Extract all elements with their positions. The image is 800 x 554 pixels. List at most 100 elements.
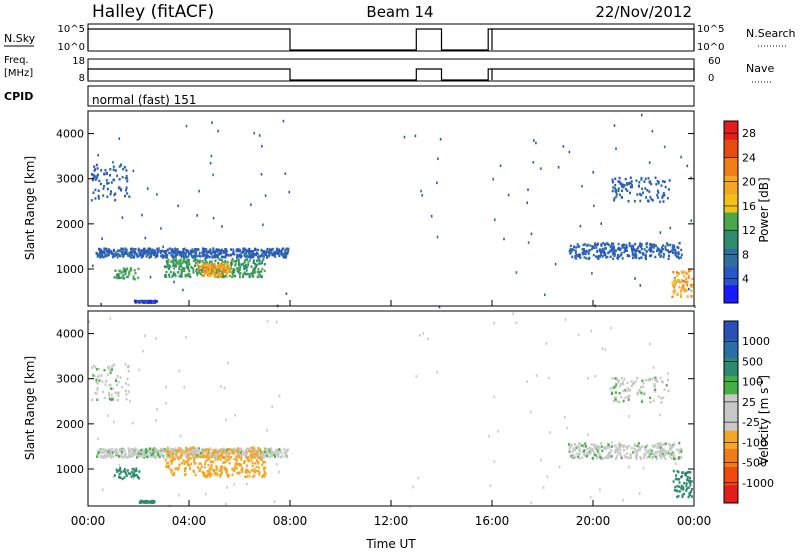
echo-cell <box>128 195 131 198</box>
echo-cell <box>177 271 180 274</box>
echo-cell <box>670 453 673 456</box>
echo-cell <box>681 285 684 289</box>
echo-cell <box>623 250 626 254</box>
echo-cell <box>618 392 621 395</box>
echo-cell <box>633 443 636 446</box>
echo-cell <box>140 300 143 304</box>
echo-cell <box>167 258 170 262</box>
echo-cell <box>256 255 259 259</box>
echo-cell <box>212 216 215 220</box>
echo-cell <box>190 452 193 456</box>
echo-cell <box>636 392 639 396</box>
echo-cell <box>649 250 652 253</box>
echo-cell <box>686 280 689 284</box>
echo-cell <box>247 250 250 254</box>
echo-cell <box>183 386 185 389</box>
echo-cell <box>657 196 660 199</box>
echo-cell <box>669 226 672 230</box>
echo-cell <box>261 463 264 467</box>
echo-cell <box>680 253 683 257</box>
echo-cell <box>173 473 176 477</box>
echo-cell <box>626 389 629 393</box>
echo-cell <box>639 243 642 247</box>
echo-cell <box>570 250 573 253</box>
echo-cell <box>634 252 637 255</box>
echo-cell <box>198 189 200 193</box>
echo-cell <box>171 449 174 453</box>
echo-cell <box>256 451 259 455</box>
echo-cell <box>592 171 594 174</box>
echo-cell <box>590 247 593 251</box>
echo-cell <box>182 249 185 253</box>
echo-cell <box>261 458 263 461</box>
echo-cell <box>567 443 570 446</box>
echo-cell <box>165 385 167 389</box>
echo-cell <box>145 255 148 258</box>
echo-cell <box>234 467 237 471</box>
echo-cell <box>122 449 125 452</box>
echo-cell <box>574 448 577 452</box>
echo-cell <box>571 456 574 460</box>
echo-cell <box>276 249 279 253</box>
echo-cell <box>669 455 672 458</box>
echo-cell <box>242 262 244 266</box>
echo-cell <box>194 251 197 254</box>
echo-cell <box>679 290 682 293</box>
echo-cell <box>575 452 578 456</box>
echo-cell <box>571 453 574 456</box>
echo-cell <box>134 247 137 251</box>
echo-cell <box>271 247 274 251</box>
echo-cell <box>266 454 269 458</box>
echo-cell <box>546 475 549 479</box>
echo-cell <box>166 248 169 251</box>
echo-cell <box>172 261 175 264</box>
echo-cell <box>253 248 256 251</box>
echo-cell <box>659 450 662 453</box>
echo-cell <box>123 468 126 471</box>
echo-cell <box>245 451 248 454</box>
echo-cell <box>195 255 198 258</box>
echo-cell <box>678 456 680 459</box>
echo-cell <box>664 247 667 250</box>
echo-cell <box>252 251 255 254</box>
echo-cell <box>204 257 207 261</box>
echo-cell <box>236 256 238 259</box>
freq-label-line2: [MHz] <box>4 68 33 79</box>
echo-cell <box>172 273 175 277</box>
echo-cell <box>226 450 228 454</box>
echo-cell <box>283 450 286 454</box>
echo-cell <box>224 455 227 458</box>
echo-cell <box>118 448 121 451</box>
echo-cell <box>194 253 197 257</box>
echo-cell <box>230 253 233 257</box>
echo-cell <box>683 481 686 485</box>
echo-cell <box>265 252 267 256</box>
echo-cell <box>624 456 627 459</box>
echo-cell <box>615 391 617 394</box>
echo-cell <box>662 455 665 459</box>
echo-cell <box>172 264 175 267</box>
echo-cell <box>180 452 183 455</box>
echo-cell <box>649 243 652 247</box>
echo-cell <box>226 459 229 462</box>
echo-cell <box>660 456 662 460</box>
echo-cell <box>691 285 694 288</box>
echo-cell <box>173 471 176 475</box>
echo-cell <box>621 189 624 192</box>
echo-cell <box>620 253 623 256</box>
echo-cell <box>219 252 222 255</box>
echo-cell <box>240 458 243 461</box>
echo-cell <box>212 270 215 273</box>
echo-cell <box>689 484 692 487</box>
echo-cell <box>149 255 152 258</box>
echo-cell <box>141 254 144 258</box>
echo-cell <box>274 255 277 258</box>
echo-cell <box>662 443 665 446</box>
echo-cell <box>596 456 598 459</box>
echo-cell <box>185 455 188 458</box>
echo-cell <box>147 455 150 458</box>
echo-cell <box>122 267 125 270</box>
echo-cell <box>160 227 162 230</box>
echo-cell <box>97 197 100 200</box>
echo-cell <box>122 447 125 451</box>
